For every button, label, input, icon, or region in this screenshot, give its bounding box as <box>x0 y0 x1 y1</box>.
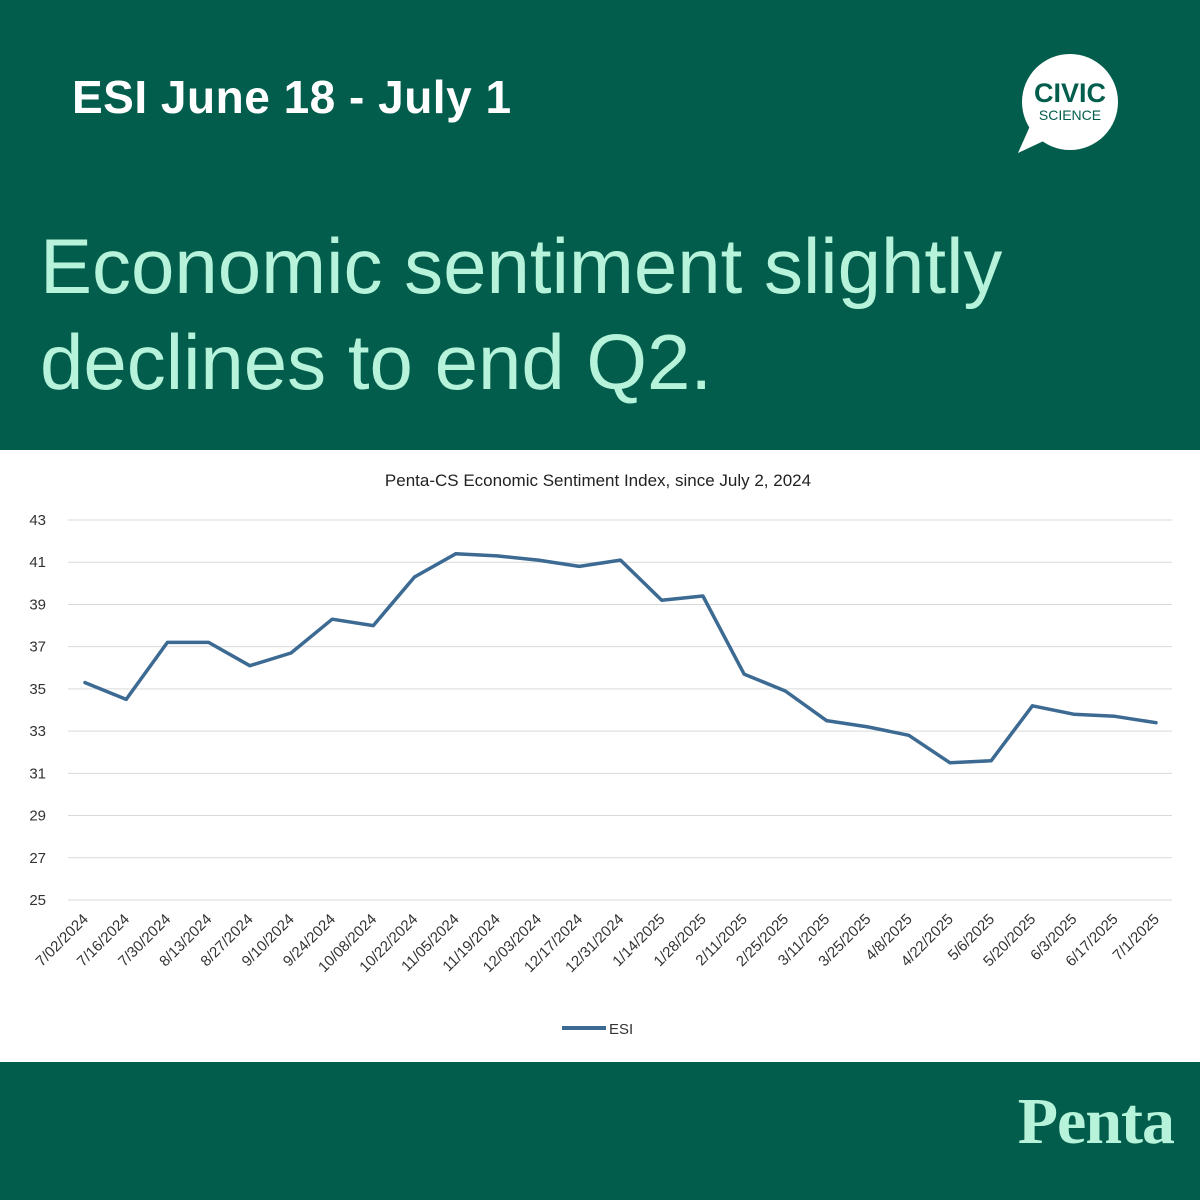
y-tick-label: 33 <box>29 723 46 740</box>
header-band: ESI June 18 - July 1 CIVIC SCIENCE Econo… <box>0 0 1200 450</box>
data-point <box>783 689 787 693</box>
data-point <box>454 552 458 556</box>
civic-science-logo: CIVIC SCIENCE <box>1012 50 1122 160</box>
data-point <box>866 725 870 729</box>
data-point <box>83 681 87 685</box>
data-point <box>948 761 952 765</box>
data-point <box>330 617 334 621</box>
series-layer <box>83 552 1158 765</box>
headline-line-1: Economic sentiment slightly <box>40 222 1003 310</box>
data-point <box>1072 712 1076 716</box>
data-point <box>1030 704 1034 708</box>
line-chart: Penta-CS Economic Sentiment Index, since… <box>29 471 1172 1038</box>
data-point <box>577 564 581 568</box>
legend: ESI <box>562 1021 633 1038</box>
legend-label-esi: ESI <box>609 1021 633 1038</box>
logo-text-science: SCIENCE <box>1039 107 1101 123</box>
x-axis-ticks: 7/02/20247/16/20247/30/20248/13/20248/27… <box>33 911 1163 976</box>
y-tick-label: 29 <box>29 808 46 825</box>
y-tick-label: 37 <box>29 639 46 656</box>
y-tick-label: 27 <box>29 850 46 867</box>
data-point <box>824 719 828 723</box>
y-tick-label: 43 <box>29 512 46 529</box>
grid-lines <box>68 519 1172 901</box>
data-point <box>989 759 993 763</box>
speech-bubble-icon: CIVIC SCIENCE <box>1018 54 1118 153</box>
chart-panel: Penta-CS Economic Sentiment Index, since… <box>0 450 1200 1062</box>
y-tick-label: 31 <box>29 765 46 782</box>
data-point <box>124 697 128 701</box>
data-point <box>907 733 911 737</box>
data-point <box>413 575 417 579</box>
headline-line-2: declines to end Q2. <box>40 318 713 406</box>
footer-band: Penta <box>0 1062 1200 1200</box>
data-point <box>207 640 211 644</box>
y-tick-label: 35 <box>29 681 46 698</box>
data-point <box>701 594 705 598</box>
y-tick-label: 39 <box>29 596 46 613</box>
y-tick-label: 25 <box>29 892 46 909</box>
penta-logo: Penta <box>1017 1085 1175 1158</box>
data-point <box>289 651 293 655</box>
data-point <box>1154 721 1158 725</box>
y-axis-ticks: 25 27 29 31 33 35 37 39 41 43 <box>29 512 46 909</box>
period-title: ESI June 18 - July 1 <box>72 71 512 123</box>
data-point <box>248 664 252 668</box>
data-point <box>619 558 622 562</box>
data-point <box>660 598 664 602</box>
data-point <box>536 558 540 562</box>
logo-text-civic: CIVIC <box>1034 78 1106 108</box>
chart-title: Penta-CS Economic Sentiment Index, since… <box>385 471 811 490</box>
data-point <box>1113 714 1117 718</box>
data-point <box>371 624 375 628</box>
headline: Economic sentiment slightly declines to … <box>40 218 1160 410</box>
data-point <box>742 672 746 676</box>
y-tick-label: 41 <box>29 554 46 571</box>
data-point <box>495 554 499 558</box>
data-point <box>165 640 169 644</box>
